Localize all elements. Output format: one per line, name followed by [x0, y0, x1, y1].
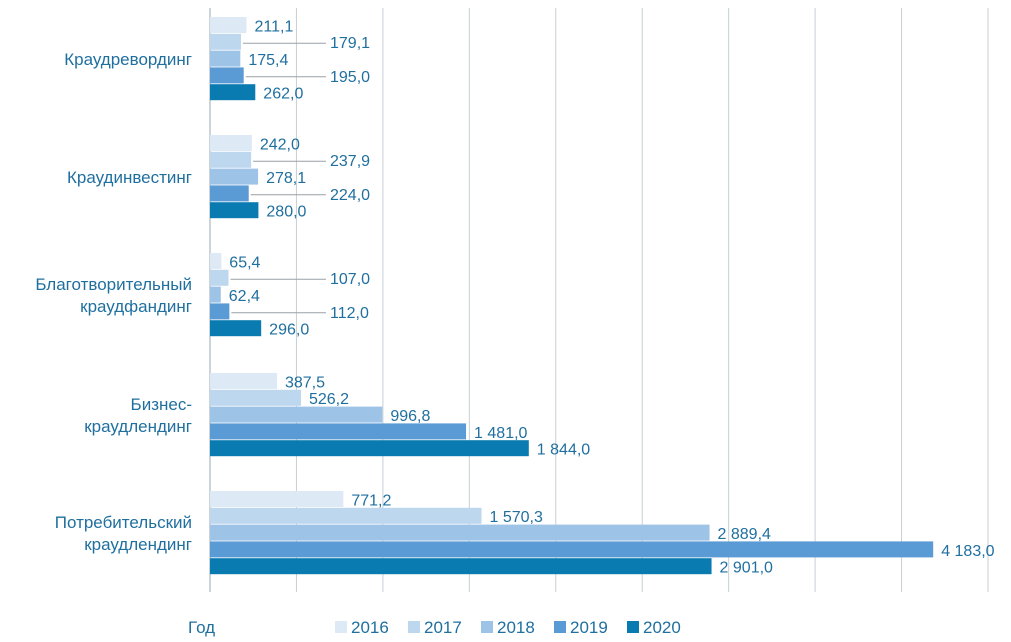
- legend-swatch-2019: [554, 621, 566, 633]
- data-label: 62,4: [229, 288, 260, 305]
- category-label: краудфандинг: [80, 297, 192, 316]
- bars: [210, 17, 934, 575]
- category-label: Благотворительный: [35, 275, 192, 294]
- legend-label-2020: 2020: [643, 618, 681, 637]
- bar-2019-1: [210, 67, 244, 84]
- category-label: Краудревординг: [64, 50, 192, 69]
- bar-2018-5: [210, 524, 710, 541]
- data-label: 175,4: [248, 52, 288, 69]
- bar-2020-5: [210, 558, 712, 575]
- data-label: 107,0: [330, 271, 370, 288]
- legend: Год 2016 2017 2018 2019 2020: [188, 618, 681, 637]
- data-label: 2 901,0: [720, 560, 773, 577]
- category-label: Бизнес-: [131, 395, 192, 414]
- data-label: 211,1: [254, 18, 293, 35]
- legend-swatch-2018: [481, 621, 493, 633]
- data-label: 195,0: [330, 69, 370, 86]
- data-label: 65,4: [229, 254, 260, 271]
- data-label: 296,0: [269, 322, 309, 339]
- data-label: 1 570,3: [489, 509, 542, 526]
- bar-2020-4: [210, 440, 529, 457]
- legend-title: Год: [188, 618, 215, 637]
- data-label: 387,5: [285, 374, 325, 391]
- data-label: 771,2: [351, 492, 391, 509]
- bar-2016-2: [210, 135, 252, 151]
- data-label: 224,0: [330, 187, 370, 204]
- data-label: 278,1: [266, 170, 306, 187]
- bar-2020-1: [210, 84, 256, 101]
- data-label: 2 889,4: [718, 526, 771, 543]
- bar-2016-1: [210, 17, 247, 33]
- legend-label-2016: 2016: [351, 618, 389, 637]
- bar-2016-3: [210, 253, 222, 269]
- bar-2017-5: [210, 507, 482, 524]
- data-label: 242,0: [260, 136, 300, 153]
- data-label: 1 481,0: [474, 425, 527, 442]
- category-label: Потребительский: [55, 513, 192, 532]
- bar-2016-5: [210, 491, 344, 507]
- grid: [209, 8, 989, 592]
- data-label: 112,0: [330, 305, 369, 322]
- leader-lines: [230, 42, 326, 314]
- bar-2019-3: [210, 303, 230, 320]
- category-label: краудлендинг: [84, 535, 192, 554]
- category-label: Краудинвестинг: [67, 168, 192, 187]
- category-labels: Краудревординг Краудинвестинг Благотворите…: [35, 50, 192, 554]
- data-label: 996,8: [390, 408, 430, 425]
- category-label: краудлендинг: [84, 417, 192, 436]
- bar-2020-2: [210, 202, 259, 219]
- bar-2017-2: [210, 151, 252, 168]
- bar-2017-3: [210, 269, 229, 286]
- legend-label-2019: 2019: [570, 618, 608, 637]
- bar-2018-2: [210, 168, 259, 185]
- data-label: 262,0: [263, 86, 303, 103]
- data-label: 1 844,0: [537, 442, 590, 459]
- bar-2018-3: [210, 286, 221, 303]
- bar-2017-4: [210, 389, 301, 406]
- legend-swatch-2016: [335, 621, 347, 633]
- bar-2019-2: [210, 185, 249, 202]
- data-label: 4 183,0: [941, 543, 994, 560]
- bar-2018-4: [210, 406, 383, 423]
- legend-swatch-2017: [408, 621, 420, 633]
- data-label: 237,9: [330, 153, 370, 170]
- bar-2016-4: [210, 373, 277, 389]
- legend-swatch-2020: [627, 621, 639, 633]
- bar-2017-1: [210, 33, 241, 50]
- bar-2018-1: [210, 50, 241, 67]
- value-labels: 211,1 179,1 175,4 195,0 262,0 242,0 237,9 278,1…: [229, 18, 995, 576]
- data-label: 526,2: [309, 391, 349, 408]
- data-label: 179,1: [330, 35, 370, 52]
- bar-2020-3: [210, 320, 262, 337]
- bar-2019-4: [210, 423, 467, 440]
- bar-2019-5: [210, 541, 934, 558]
- data-label: 280,0: [266, 204, 306, 221]
- legend-label-2017: 2017: [424, 618, 462, 637]
- legend-label-2018: 2018: [497, 618, 535, 637]
